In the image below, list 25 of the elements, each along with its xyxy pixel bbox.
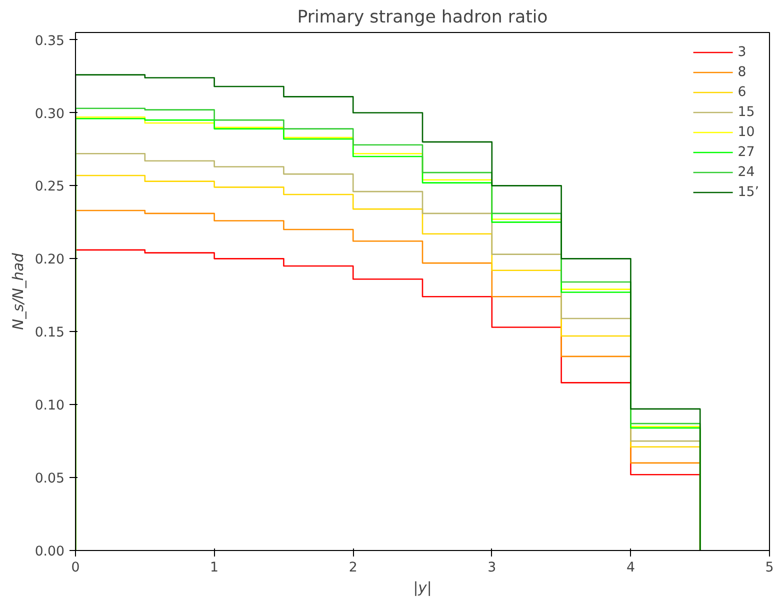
y-tick-label: 0.00 [34, 544, 65, 560]
y-tick-label: 0.25 [34, 180, 65, 195]
x-tick-label: 1 [210, 560, 219, 576]
x-tick-label: 2 [348, 560, 358, 576]
legend-label: 10 [738, 124, 756, 140]
x-tick-label: 5 [765, 560, 774, 576]
y-tick-label: 0.30 [34, 106, 65, 122]
y-tick-label: 0.20 [34, 252, 65, 268]
y-tick-label: 0.35 [34, 34, 65, 49]
x-tick-label: 4 [626, 560, 635, 576]
x-axis-title: |y| [413, 580, 432, 596]
legend-label: 6 [738, 84, 748, 100]
legend-label: 24 [738, 164, 756, 180]
y-tick-label: 0.05 [34, 472, 65, 487]
chart-title: Primary strange hadron ratio [297, 8, 548, 28]
x-tick-label: 0 [71, 560, 80, 576]
y-tick-label: 0.10 [34, 398, 65, 414]
legend-label: 3 [738, 44, 748, 60]
legend-label: 27 [738, 144, 756, 160]
legend-label: 15’ [738, 184, 759, 200]
legend-label: 15 [738, 104, 756, 120]
legend-label: 8 [738, 64, 748, 80]
y-axis-title: N_s/N_had [10, 252, 27, 330]
x-tick-label: 3 [488, 560, 496, 576]
y-tick-label: 0.15 [34, 326, 65, 341]
